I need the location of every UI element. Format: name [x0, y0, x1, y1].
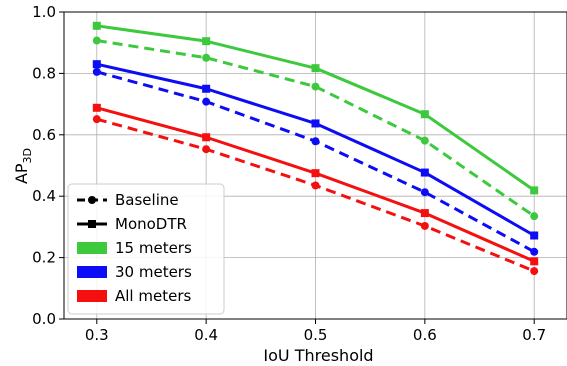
data-point-30-meters-monodtr	[202, 84, 211, 93]
series-15-meters-monodtr	[92, 21, 539, 195]
data-point-all-meters-monodtr	[202, 133, 211, 142]
data-point-15-meters-baseline	[92, 36, 101, 45]
x-tick-label: 0.7	[522, 326, 546, 344]
legend-box	[67, 183, 225, 315]
data-point-all-meters-monodtr	[311, 169, 320, 178]
y-tick-label: 0.6	[32, 126, 56, 144]
series-all-meters-monodtr	[92, 103, 539, 266]
data-point-15-meters-monodtr	[530, 186, 539, 195]
data-point-15-meters-monodtr	[311, 64, 320, 73]
series-15-meters-baseline	[92, 36, 539, 221]
data-point-all-meters-baseline	[420, 221, 429, 230]
series-line-15-meters-baseline	[96, 39, 536, 218]
x-tick-label: 0.3	[85, 326, 109, 344]
legend-swatch-30-meters	[77, 266, 107, 278]
data-point-30-meters-baseline	[420, 188, 429, 197]
y-tick-label: 0.0	[32, 310, 56, 328]
data-point-15-meters-monodtr	[92, 21, 101, 30]
legend-item-all-meters: All meters	[77, 287, 191, 305]
data-point-30-meters-monodtr	[530, 231, 539, 240]
series-30-meters-baseline	[92, 67, 539, 256]
data-point-30-meters-monodtr	[311, 119, 320, 128]
legend-label-15-meters: 15 meters	[115, 239, 192, 257]
data-point-30-meters-baseline	[530, 247, 539, 256]
x-tick-label: 0.5	[304, 326, 328, 344]
legend-label-monodtr: MonoDTR	[115, 215, 187, 233]
y-tick-label: 0.8	[32, 64, 56, 82]
data-point-15-meters-monodtr	[420, 110, 429, 119]
data-point-all-meters-monodtr	[530, 257, 539, 266]
legend-item-30-meters: 30 meters	[77, 263, 192, 281]
x-tick-label: 0.6	[413, 326, 437, 344]
legend-item-15-meters: 15 meters	[77, 239, 192, 257]
data-point-15-meters-baseline	[530, 212, 539, 221]
data-point-30-meters-baseline	[202, 97, 211, 106]
data-point-15-meters-baseline	[202, 53, 211, 62]
y-tick-label: 1.0	[32, 3, 56, 21]
y-tick-label: 0.4	[32, 187, 56, 205]
legend-label-30-meters: 30 meters	[115, 263, 192, 281]
legend-marker-baseline	[88, 196, 96, 204]
data-point-30-meters-monodtr	[92, 60, 101, 69]
series-all-meters-baseline	[92, 115, 539, 276]
y-tick-label: 0.2	[32, 249, 56, 267]
legend: Baseline MonoDTR 15 meters 30 meters All met…	[67, 183, 225, 315]
data-point-15-meters-monodtr	[202, 37, 211, 46]
y-axis-label-main: AP	[12, 163, 31, 184]
y-axis-ticks: 0.0 0.2 0.4 0.6 0.8 1.0	[32, 3, 64, 328]
data-point-all-meters-baseline	[92, 115, 101, 124]
data-point-15-meters-baseline	[420, 136, 429, 145]
x-axis-ticks: 0.3 0.4 0.5 0.6 0.7	[85, 319, 546, 344]
data-point-30-meters-monodtr	[420, 168, 429, 177]
legend-swatch-15-meters	[77, 242, 107, 254]
legend-marker-monodtr	[88, 220, 96, 228]
y-axis-label-subscript: 3D	[21, 148, 34, 163]
data-point-all-meters-monodtr	[92, 103, 101, 112]
y-axis-label: AP3D	[12, 148, 34, 184]
data-point-all-meters-baseline	[311, 181, 320, 190]
legend-item-monodtr: MonoDTR	[77, 215, 187, 233]
series-layer	[92, 21, 539, 276]
legend-item-baseline: Baseline	[77, 191, 179, 209]
data-point-all-meters-monodtr	[420, 209, 429, 218]
series-30-meters-monodtr	[92, 60, 539, 240]
x-tick-label: 0.4	[194, 326, 218, 344]
legend-label-all-meters: All meters	[115, 287, 191, 305]
x-axis-label: IoU Threshold	[263, 346, 373, 365]
data-point-all-meters-baseline	[202, 145, 211, 154]
data-point-30-meters-baseline	[311, 137, 320, 146]
data-point-15-meters-baseline	[311, 82, 320, 91]
legend-label-baseline: Baseline	[115, 191, 179, 209]
legend-swatch-all-meters	[77, 290, 107, 302]
data-point-all-meters-baseline	[530, 267, 539, 276]
data-point-30-meters-baseline	[92, 67, 101, 76]
